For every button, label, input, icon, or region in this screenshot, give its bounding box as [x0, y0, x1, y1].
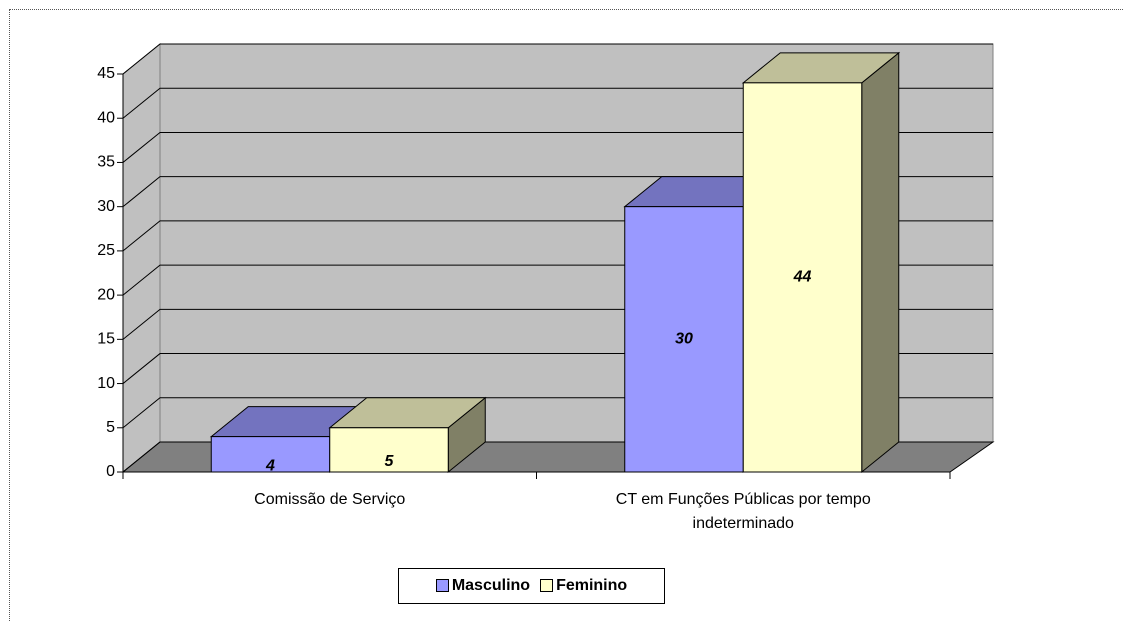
bar-side	[861, 51, 900, 474]
data-label: 4	[265, 458, 275, 475]
grid-line	[122, 87, 993, 119]
bar-front	[329, 427, 449, 473]
data-label: 5	[385, 453, 395, 470]
y-tick-label: 30	[97, 198, 115, 215]
legend: Masculino Feminino	[398, 568, 665, 604]
x-tick-label: CT em Funções Públicas por tempo indeter…	[615, 491, 871, 532]
data-label: 44	[793, 269, 812, 286]
y-tick-label: 40	[97, 109, 115, 126]
legend-item: Feminino	[540, 577, 627, 595]
bar-front	[210, 436, 331, 473]
bar-front	[742, 82, 863, 473]
y-tick-label: 20	[97, 286, 115, 303]
x-tick-label: Comissão de Serviço	[254, 491, 406, 508]
legend-item: Masculino	[435, 577, 531, 595]
side-wall	[122, 42, 161, 474]
frame	[9, 9, 1123, 621]
y-tick-label: 5	[106, 419, 115, 436]
legend-label: Masculino	[451, 577, 531, 594]
grid-line	[122, 131, 993, 163]
legend-key	[540, 579, 554, 593]
y-tick-label: 10	[97, 375, 115, 392]
bar	[741, 51, 901, 474]
y-tick-label: 25	[97, 242, 115, 259]
legend-label: Feminino	[556, 577, 628, 594]
bar	[328, 396, 487, 474]
legend-key	[435, 579, 449, 593]
bar-front	[624, 206, 744, 473]
bar	[209, 405, 369, 474]
y-tick-label: 0	[106, 463, 115, 480]
y-tick-label: 15	[97, 331, 115, 348]
data-label: 30	[675, 331, 693, 348]
y-tick-label: 45	[97, 65, 115, 82]
grid-line	[122, 43, 993, 75]
y-tick-label: 35	[97, 154, 115, 171]
